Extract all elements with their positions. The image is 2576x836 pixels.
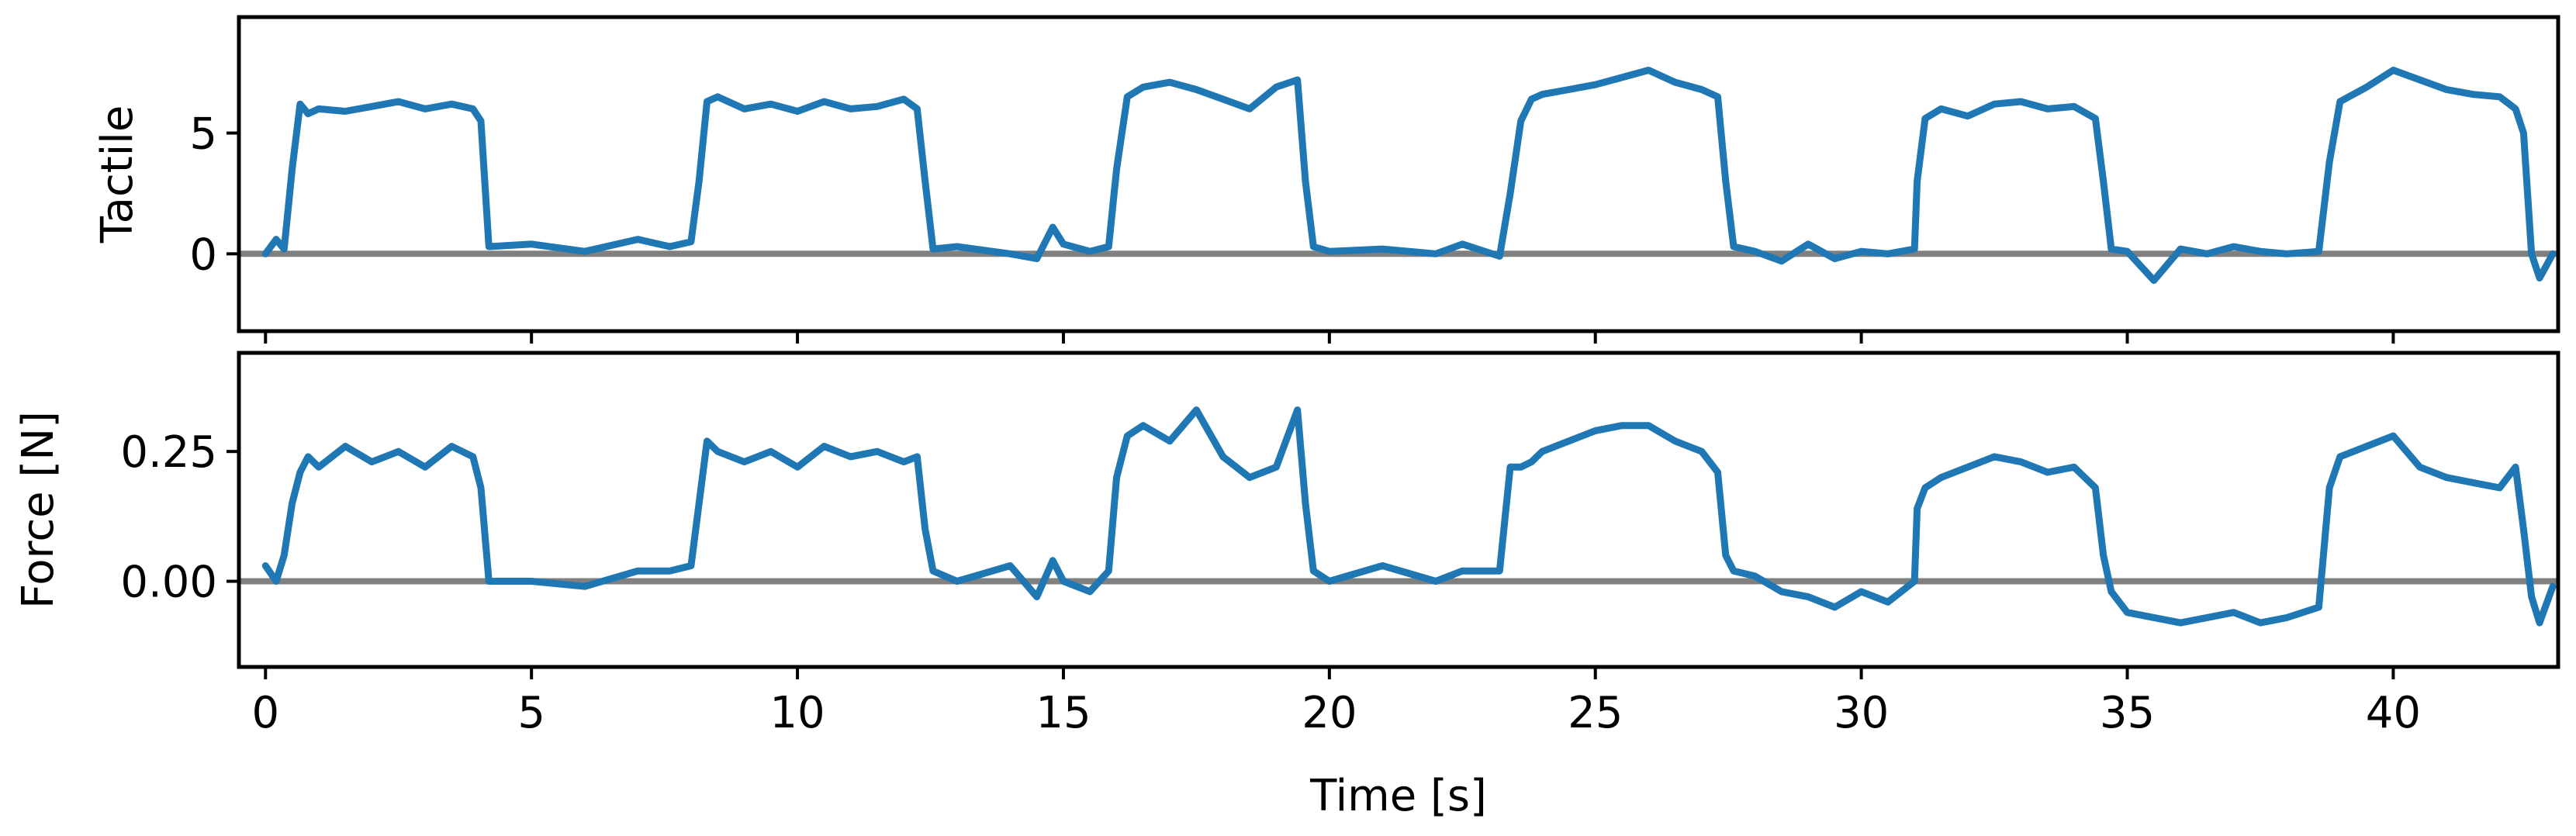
force-y-axis-label: Force [N]: [13, 411, 64, 609]
force-x-tick-label: 40: [2366, 688, 2421, 738]
force-series-line: [261, 406, 2557, 627]
force-y-tick-label: 0.00: [120, 558, 217, 608]
force-x-axis-label: Time [s]: [1309, 771, 1487, 821]
force-x-tick-label: 20: [1302, 688, 1357, 738]
force-y-tick-label: 0.25: [120, 427, 217, 478]
tactile-y-tick-label: 0: [189, 230, 217, 280]
force-x-tick-label: 15: [1036, 688, 1091, 738]
tactile-plot-frame: [237, 15, 2560, 333]
force-x-tick-label: 0: [251, 688, 279, 738]
force-x-tick-label: 10: [769, 688, 825, 738]
tactile-y-axis-label: Tactile: [92, 105, 143, 244]
force-panel: 0 5 10 15 20 25 30 35 40 0.00 0.25 Force [N] Time [s…: [13, 351, 2560, 821]
force-x-tick-label: 25: [1568, 688, 1623, 738]
force-x-tick-label: 30: [1834, 688, 1889, 738]
tactile-series-line: [261, 67, 2557, 285]
force-plot-frame: [237, 351, 2560, 669]
force-x-tick-label: 35: [2100, 688, 2155, 738]
tactile-y-tick-label: 5: [189, 109, 217, 160]
force-x-tick-label: 5: [517, 688, 545, 738]
tactile-panel: 0 5 Tactile: [92, 15, 2560, 344]
